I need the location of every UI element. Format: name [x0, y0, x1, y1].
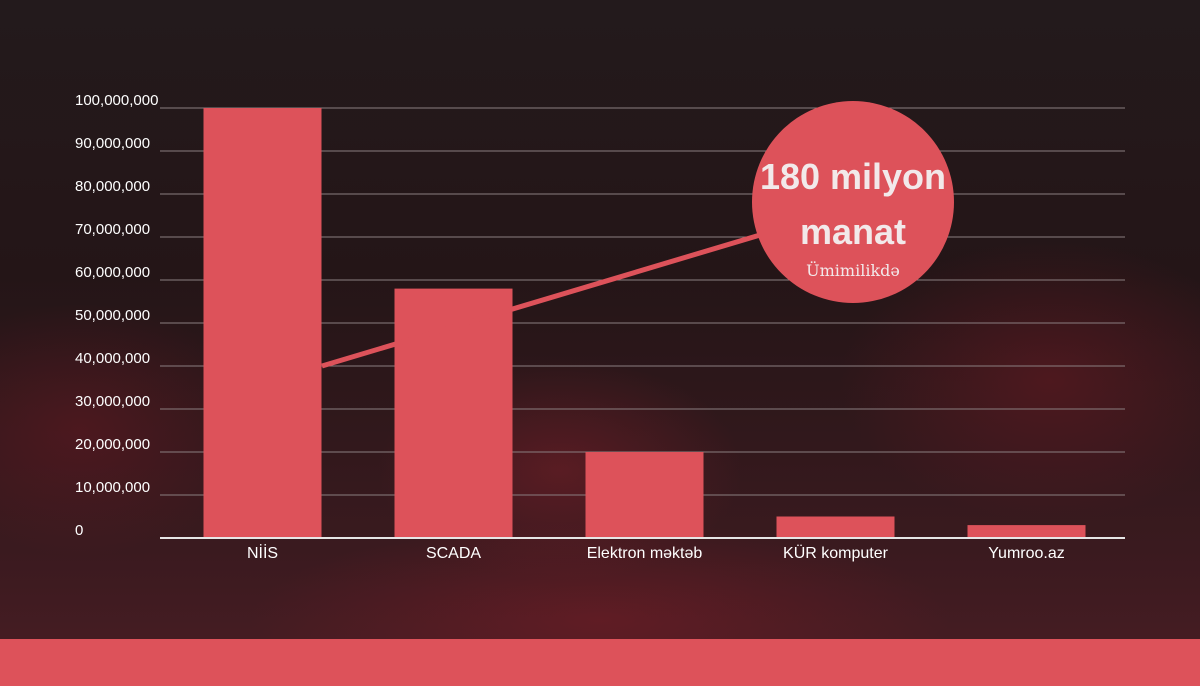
y-tick-label: 90,000,000	[75, 135, 150, 152]
bar	[585, 452, 704, 538]
y-tick-label: 10,000,000	[75, 479, 150, 496]
x-tick-label: Elektron məktəb	[587, 545, 703, 562]
bar	[776, 516, 895, 538]
bar	[967, 525, 1086, 538]
x-tick-label: NİİS	[247, 543, 278, 562]
bar	[394, 288, 513, 538]
x-tick-label: SCADA	[426, 545, 481, 562]
callout-connector-line	[321, 229, 771, 369]
total-callout: 180 milyon manat Ümimilikdə	[752, 101, 954, 303]
y-tick-label: 30,000,000	[75, 393, 150, 410]
y-tick-label: 70,000,000	[75, 221, 150, 238]
y-tick-label: 60,000,000	[75, 264, 150, 281]
x-tick-label: Yumroo.az	[988, 545, 1064, 562]
callout-amount: 180 milyon	[759, 156, 947, 197]
y-tick-label: 20,000,000	[75, 436, 150, 453]
y-tick-label: 0	[75, 522, 83, 539]
y-tick-label: 50,000,000	[75, 307, 150, 324]
callout-unit: manat	[799, 211, 907, 252]
x-tick-label: KÜR komputer	[783, 544, 889, 562]
y-tick-label: 80,000,000	[75, 178, 150, 195]
callout-caption: Ümimilikdə	[806, 261, 900, 280]
footer-band	[0, 639, 1200, 686]
y-tick-label: 100,000,000	[75, 92, 158, 109]
y-tick-label: 40,000,000	[75, 350, 150, 367]
bar	[203, 108, 322, 538]
